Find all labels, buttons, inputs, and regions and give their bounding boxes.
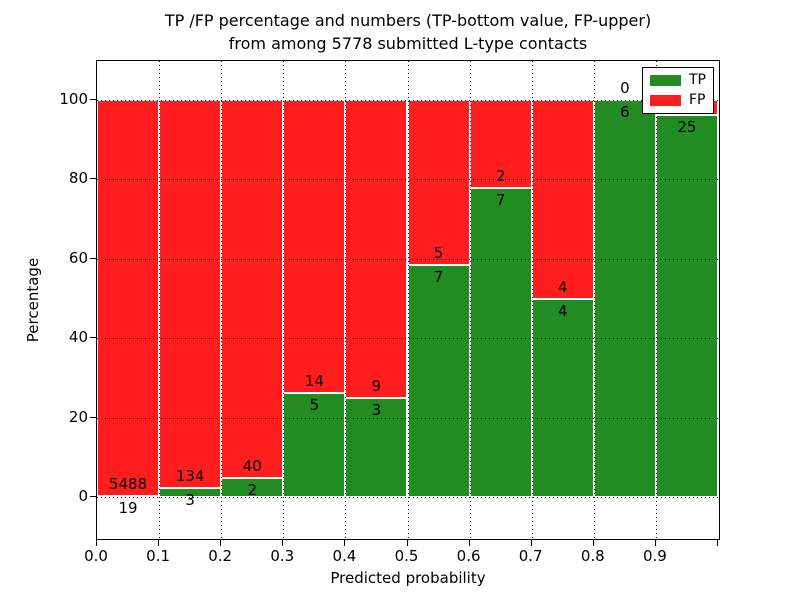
tp-count-label: 19 [118,498,138,517]
x-tick-mark [406,540,408,546]
gridline-horizontal [97,338,718,340]
x-tick-mark [220,540,222,546]
x-tick-label: 0.0 [84,547,108,565]
gridline-vertical [469,61,471,538]
x-tick-label: 0.4 [332,547,357,565]
tp-count-label: 4 [557,301,568,320]
x-tick-mark [282,540,284,546]
x-tick-label: 0.3 [270,547,295,565]
bar-segment-fp [531,100,594,299]
fp-count-label: 134 [175,467,205,486]
x-tick-label: 0.6 [456,547,481,565]
bar-segment-tp [407,265,470,497]
gridline-vertical [159,61,161,538]
bar-segment-fp [407,100,470,266]
y-tick-mark [90,257,96,259]
bar-segment-fp [221,100,284,479]
x-tick-label: 0.7 [518,547,543,565]
x-tick-mark [96,540,97,546]
x-tick-mark [654,540,656,546]
gridline-vertical [593,61,595,538]
plot-inner: 5488 19 134 3 40 2 14 5 9 3 5 7 2 7 4 4 0 6 25 [97,61,718,538]
y-tick-label: 0 [78,487,88,505]
chart-title: TP /FP percentage and numbers (TP-bottom… [96,9,720,55]
bar-segment-tp [531,298,594,497]
tp-count-label: 7 [433,268,444,287]
legend-item: TP [650,73,706,88]
bar-segment-tp [593,100,656,497]
fp-count-label: 5 [433,244,444,263]
bar-segment-tp [283,392,346,497]
gridline-vertical [221,61,223,538]
tp-count-label: 3 [371,400,382,419]
tp-count-label: 7 [495,191,506,210]
gridline-horizontal [97,179,718,181]
y-tick-mark [90,99,96,100]
tp-count-label: 3 [185,491,195,510]
y-tick-mark [90,416,96,418]
y-tick-label: 40 [68,328,88,347]
y-tick-mark [90,178,96,180]
x-tick-label: 0.2 [208,547,233,565]
legend-item-label: TP [689,72,706,88]
fp-count-label: 0 [620,79,630,97]
tp-legend-swatch [650,75,681,86]
fp-count-label: 5488 [108,474,148,493]
y-tick-label: 60 [68,248,88,267]
bar-segment-fp [97,100,160,496]
tp-count-label: 25 [677,118,697,137]
bar-segment-fp [159,100,222,489]
fp-count-label: 4 [557,277,568,296]
bar-segment-tp [469,188,532,497]
x-tick-mark [717,540,718,546]
fp-count-label: 9 [371,376,382,395]
fp-count-label: 14 [304,371,324,390]
legend: TP FP [642,67,714,114]
y-tick-label: 80 [68,169,88,188]
bar-segment-fp [283,100,346,393]
legend-item: FP [650,93,706,108]
bar-segment-fp [345,100,408,398]
x-tick-mark [530,540,532,546]
gridline-vertical [407,61,409,538]
tp-count-label: 5 [309,395,320,414]
y-tick-label: 20 [68,407,88,426]
y-tick-mark [90,337,96,339]
bar-segment-tp [345,397,408,497]
gridline-horizontal [97,417,718,419]
gridline-vertical [531,61,533,538]
tp-count-label: 2 [247,481,257,500]
x-tick-mark [468,540,470,546]
x-tick-mark [344,540,346,546]
fp-count-label: 40 [242,457,262,476]
x-axis-label: Predicted probability [330,569,486,587]
chart-title-line2: from among 5778 submitted L-type contact… [228,34,588,53]
fp-legend-swatch [650,95,681,106]
x-tick-label: 0.1 [146,547,171,565]
y-axis-label: Percentage [24,257,42,343]
x-tick-label: 0.8 [580,547,605,565]
gridline-horizontal [97,258,718,260]
y-tick-mark [90,496,96,497]
fp-count-label: 2 [495,167,506,186]
x-tick-label: 0.9 [642,547,667,565]
gridline-vertical [655,61,657,538]
plot-area: 5488 19 134 3 40 2 14 5 9 3 5 7 2 7 4 4 0 6 25 TP FP [96,60,720,540]
x-tick-label: 0.5 [394,547,419,565]
x-tick-mark [158,540,160,546]
gridline-horizontal [97,497,718,498]
bar-segment-tp [655,115,718,497]
legend-item-label: FP [689,92,706,108]
gridline-vertical [283,61,285,538]
gridline-horizontal [97,100,718,101]
x-tick-mark [592,540,594,546]
y-tick-label: 100 [59,90,88,108]
tp-count-label: 6 [620,103,630,121]
chart-title-line1: TP /FP percentage and numbers (TP-bottom… [164,11,652,30]
gridline-vertical [345,61,347,538]
